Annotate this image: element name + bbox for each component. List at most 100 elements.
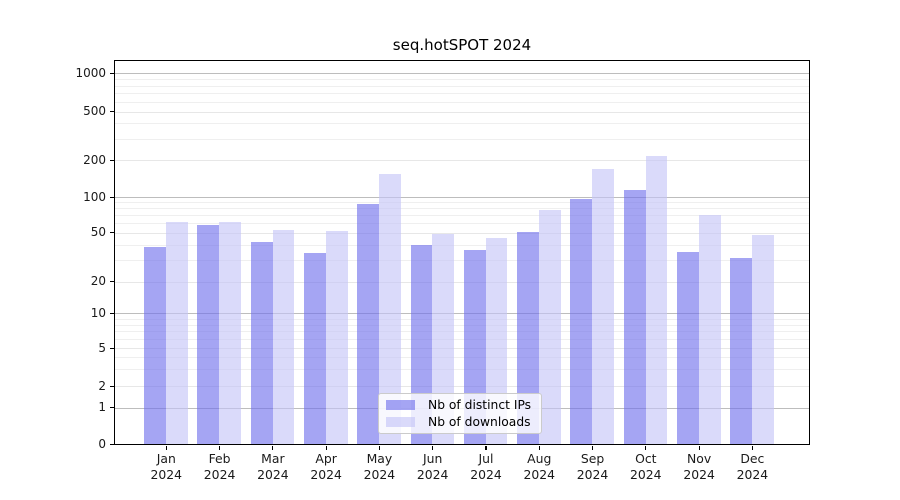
bar-feb-downloads bbox=[219, 222, 242, 444]
bar-jul-downloads bbox=[485, 238, 508, 444]
x-tick-mark bbox=[325, 446, 327, 450]
y-tick-mark bbox=[110, 385, 114, 387]
x-tick-mark bbox=[485, 446, 487, 450]
y-tick-mark bbox=[110, 111, 114, 113]
minor-gridline bbox=[115, 208, 809, 210]
y-tick-label: 5 bbox=[98, 340, 106, 355]
bar-jan-downloads bbox=[166, 222, 188, 444]
minor-gridline bbox=[115, 202, 809, 204]
bar-may-distinct-ips bbox=[357, 204, 380, 444]
bar-may-downloads bbox=[379, 173, 401, 444]
y-tick-label: 1 bbox=[98, 400, 106, 415]
x-tick-mark bbox=[645, 446, 647, 450]
bar-nov-distinct-ips bbox=[677, 251, 699, 444]
bar-jan-distinct-ips bbox=[144, 247, 166, 444]
major-gridline bbox=[115, 160, 809, 161]
minor-gridline bbox=[115, 223, 809, 225]
x-tick-label: May 2024 bbox=[363, 451, 396, 482]
minor-gridline bbox=[115, 260, 809, 262]
x-tick-label: Jul 2024 bbox=[470, 451, 502, 482]
minor-gridline bbox=[115, 339, 809, 341]
y-tick-label: 2 bbox=[98, 378, 106, 393]
legend: Nb of distinct IPs Nb of downloads bbox=[378, 393, 542, 434]
y-tick-label: 10 bbox=[90, 305, 106, 320]
y-tick-mark bbox=[110, 444, 114, 446]
minor-gridline bbox=[115, 85, 809, 87]
bar-jun-downloads bbox=[432, 233, 455, 444]
minor-gridline bbox=[115, 244, 809, 246]
x-tick-mark bbox=[218, 446, 221, 450]
x-tick-label: Oct 2024 bbox=[630, 451, 662, 482]
legend-swatch-distinct-ips bbox=[386, 400, 415, 411]
x-tick-label: Apr 2024 bbox=[310, 451, 342, 482]
bar-apr-distinct-ips bbox=[304, 253, 326, 444]
legend-item-downloads: Nb of downloads bbox=[386, 415, 534, 429]
minor-gridline bbox=[115, 331, 809, 333]
x-tick-mark bbox=[591, 446, 594, 450]
x-tick-mark bbox=[165, 446, 167, 450]
bar-dec-distinct-ips bbox=[730, 258, 753, 444]
minor-gridline bbox=[115, 123, 809, 125]
legend-item-distinct-ips: Nb of distinct IPs bbox=[386, 398, 534, 412]
bar-nov-downloads bbox=[698, 214, 721, 444]
major-gridline bbox=[115, 197, 809, 198]
y-tick-label: 100 bbox=[83, 189, 106, 204]
y-tick-mark bbox=[110, 196, 114, 198]
minor-gridline bbox=[115, 369, 809, 371]
major-gridline bbox=[115, 232, 809, 234]
bar-sep-downloads bbox=[592, 168, 615, 444]
y-tick-mark bbox=[110, 72, 114, 74]
x-tick-label: Jan 2024 bbox=[150, 451, 183, 482]
bar-mar-downloads bbox=[272, 229, 295, 444]
y-tick-label: 500 bbox=[83, 104, 106, 119]
minor-gridline bbox=[115, 324, 809, 326]
y-tick-label: 200 bbox=[83, 152, 106, 167]
y-tick-label: 20 bbox=[90, 274, 106, 289]
legend-label-distinct-ips: Nb of distinct IPs bbox=[428, 398, 532, 413]
y-tick-label: 50 bbox=[90, 225, 106, 240]
major-gridline bbox=[115, 281, 809, 283]
y-tick-label: 0 bbox=[98, 437, 106, 451]
bar-oct-distinct-ips bbox=[623, 190, 646, 444]
legend-label-downloads: Nb of downloads bbox=[428, 414, 531, 429]
y-tick-mark bbox=[110, 312, 114, 314]
bar-aug-downloads bbox=[538, 209, 561, 444]
y-tick-mark bbox=[110, 347, 114, 349]
y-tick-mark bbox=[110, 281, 114, 283]
bar-feb-distinct-ips bbox=[197, 225, 220, 444]
minor-gridline bbox=[115, 93, 809, 95]
x-tick-mark bbox=[272, 446, 274, 450]
plot-area bbox=[114, 60, 810, 445]
x-tick-label: Sep 2024 bbox=[576, 451, 609, 482]
minor-gridline bbox=[115, 101, 809, 103]
major-gridline bbox=[115, 73, 809, 75]
bar-dec-downloads bbox=[752, 234, 774, 444]
bar-oct-downloads bbox=[645, 156, 668, 444]
x-tick-label: Nov 2024 bbox=[683, 451, 715, 482]
chart-title: seq.hotSPOT 2024 bbox=[392, 36, 532, 54]
x-tick-mark bbox=[538, 446, 540, 450]
x-tick-label: Jun 2024 bbox=[416, 451, 449, 482]
bar-mar-distinct-ips bbox=[250, 242, 273, 444]
minor-gridline bbox=[115, 318, 809, 320]
y-tick-label: 1000 bbox=[75, 65, 106, 80]
bar-apr-downloads bbox=[325, 230, 348, 444]
x-tick-label: Feb 2024 bbox=[203, 451, 236, 482]
x-tick-label: Aug 2024 bbox=[523, 451, 556, 482]
major-gridline bbox=[115, 313, 809, 315]
x-tick-mark bbox=[378, 446, 380, 450]
major-gridline bbox=[115, 386, 809, 387]
bar-aug-distinct-ips bbox=[517, 231, 539, 444]
x-tick-label: Mar 2024 bbox=[257, 451, 289, 482]
x-tick-mark bbox=[698, 446, 700, 450]
bar-sep-distinct-ips bbox=[570, 199, 593, 444]
minor-gridline bbox=[115, 79, 809, 81]
legend-swatch-downloads bbox=[386, 416, 415, 427]
y-tick-mark bbox=[110, 159, 114, 161]
x-tick-label: Dec 2024 bbox=[736, 451, 769, 482]
y-tick-mark bbox=[110, 407, 114, 409]
major-gridline bbox=[115, 111, 809, 113]
minor-gridline bbox=[115, 357, 809, 359]
x-tick-mark bbox=[751, 446, 753, 450]
